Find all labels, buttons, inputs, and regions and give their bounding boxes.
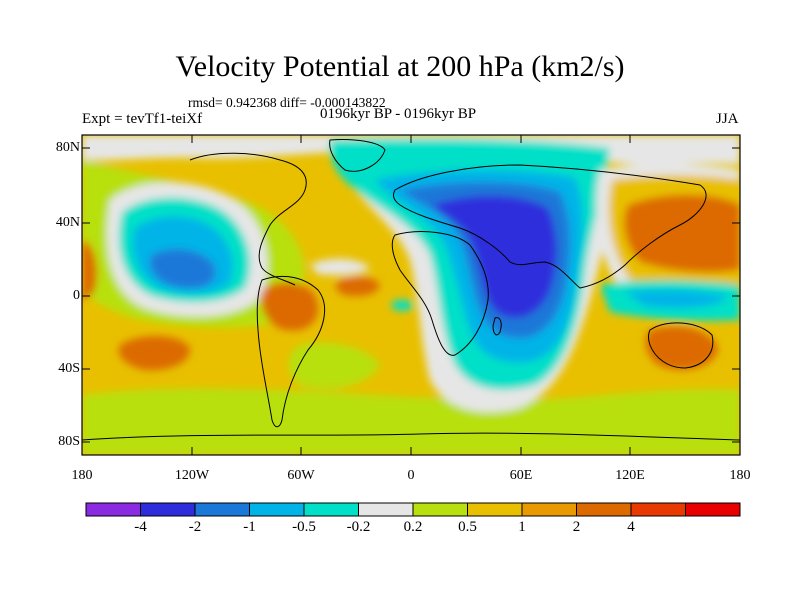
colorbar xyxy=(85,502,741,517)
contour-africa-deepblue xyxy=(432,195,557,318)
colorbar-swatch xyxy=(412,502,468,517)
y-tick-label: 80S xyxy=(58,434,80,449)
x-tick-label: 0 xyxy=(407,468,415,483)
contour-field xyxy=(82,135,740,455)
colorbar-tick-label: -0.5 xyxy=(292,519,316,535)
y-tick-label: 80N xyxy=(55,140,80,155)
x-ticks xyxy=(81,135,741,455)
colorbar-tick-label: -0.2 xyxy=(346,519,371,535)
colorbar-tick-label: 1 xyxy=(518,519,526,535)
colorbar-swatch xyxy=(358,502,414,517)
contour-wpacific-blue xyxy=(625,289,728,308)
colorbar-tick-label: -4 xyxy=(134,519,147,535)
colorbar-swatch xyxy=(467,502,523,517)
contour-nwpacific-orange xyxy=(624,194,740,273)
coast-antarctica xyxy=(82,432,740,441)
colorbar-swatch xyxy=(521,502,577,517)
x-tick-label: 120W xyxy=(174,468,210,483)
coast-madagascar xyxy=(492,317,502,336)
contour-west-orange xyxy=(82,240,97,300)
colorbar-swatch xyxy=(630,502,686,517)
contour-spacific-orange xyxy=(118,335,191,371)
colorbar-swatch xyxy=(685,502,741,517)
colorbar-swatch xyxy=(194,502,250,517)
coast-greenland xyxy=(329,139,386,172)
stats-line: rmsd= 0.942368 diff= -0.000143822 xyxy=(188,95,386,110)
coast-africa xyxy=(391,231,489,356)
subtitle: 0196kyr BP - 0196kyr BP xyxy=(320,106,477,122)
contour-pacific-blue xyxy=(149,249,216,289)
contour-samerica-orange xyxy=(260,281,319,331)
colorbar-tick-label: -2 xyxy=(188,519,202,535)
coast-north-america xyxy=(189,152,307,286)
coast-south-america xyxy=(256,275,326,428)
page-title: Velocity Potential at 200 hPa (km2/s) xyxy=(175,50,625,83)
colorbar-swatch xyxy=(576,502,632,517)
colorbar-swatch xyxy=(140,502,196,517)
coast-europe-asia xyxy=(392,164,707,289)
colorbar-tick-label: 2 xyxy=(572,519,581,535)
x-tick-label: 180 xyxy=(71,468,93,483)
season-label: JJA xyxy=(716,111,739,127)
y-tick-label: 40S xyxy=(58,361,80,376)
colorbar-tick-label: -1 xyxy=(243,519,256,535)
x-tick-label: 60W xyxy=(287,468,315,483)
colorbar-tick-label: 0.5 xyxy=(458,519,477,535)
coastlines xyxy=(82,139,740,441)
contour-spacific-green xyxy=(288,342,380,389)
colorbar-tick-label: 0.2 xyxy=(403,519,423,535)
coast-australia xyxy=(648,322,714,369)
y-tick-label: 0 xyxy=(73,288,80,303)
colorbar-tick-label: 4 xyxy=(627,519,635,535)
contour-south-polar-band xyxy=(82,388,740,455)
y-ticks xyxy=(82,147,740,443)
contour-arctic-zero xyxy=(82,135,740,166)
x-tick-label: 180 xyxy=(729,468,751,483)
experiment-label: Expt = tevTf1-teiXf xyxy=(82,111,203,127)
contour-australia-orange xyxy=(645,326,718,370)
colorbar-swatch xyxy=(303,502,359,517)
colorbar-swatch xyxy=(85,502,141,517)
contour-atlantic-cyan xyxy=(392,299,414,311)
x-tick-label: 120E xyxy=(615,468,645,483)
contour-atlantic-orange xyxy=(335,276,380,297)
colorbar-swatch xyxy=(249,502,305,517)
y-tick-label: 40N xyxy=(55,215,80,230)
x-tick-label: 60E xyxy=(509,468,533,483)
contour-atlantic-gray xyxy=(310,258,370,276)
